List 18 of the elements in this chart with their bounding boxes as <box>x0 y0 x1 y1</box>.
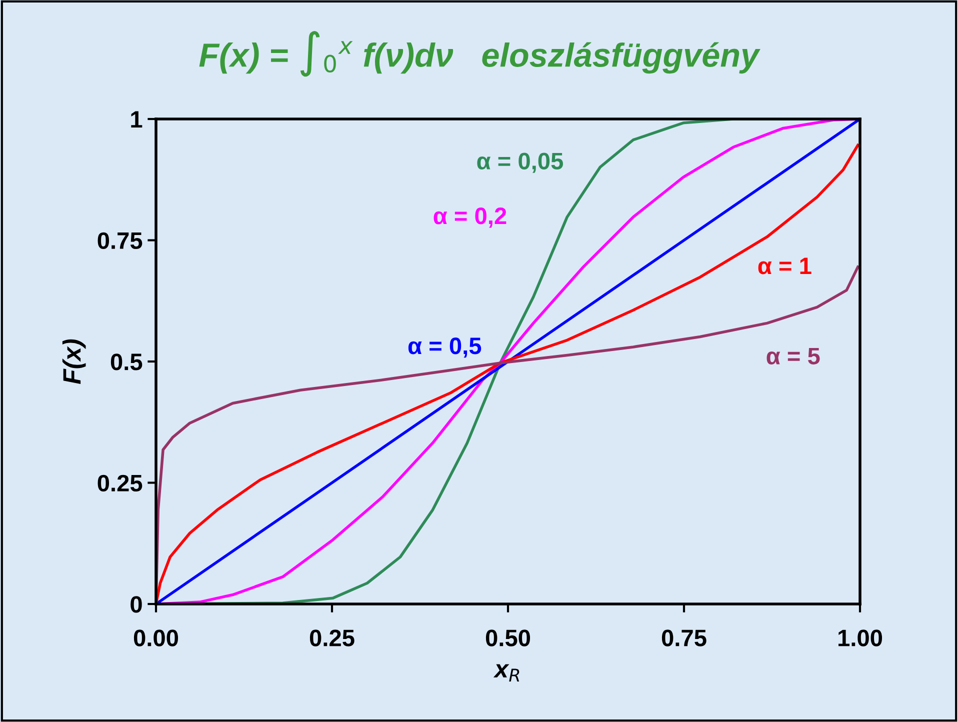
y-tick-label: 1 <box>131 111 142 128</box>
x-tick-label: 0.50 <box>486 630 530 646</box>
y-tick-label: 0 <box>130 596 142 613</box>
y-tick-label: 0.25 <box>98 474 142 492</box>
x-axis-title: x$_{R}$ <box>493 664 520 682</box>
y-tick-label: 0.5 <box>110 354 142 370</box>
series-label: α = 0,05 <box>477 152 563 173</box>
y-tick-label: 0.75 <box>98 232 142 250</box>
series-label: α = 0,5 <box>408 338 482 358</box>
y-axis-title: F(x) <box>62 339 86 384</box>
text: α = 0,2 <box>434 208 506 228</box>
series-label: α = 5 <box>766 348 820 364</box>
x-tick-label: 0.00 <box>134 630 178 646</box>
series-label: α = 1 <box>758 258 812 274</box>
chart-title: F(x) = ∫$_{0}$$^{x}$ f(ν)dν eloszlásfüggvény <box>199 30 760 77</box>
x-tick-label: 1.00 <box>838 630 882 646</box>
x-tick-label: 0.25 <box>310 630 354 646</box>
x-tick-label: 0.75 <box>662 630 706 646</box>
